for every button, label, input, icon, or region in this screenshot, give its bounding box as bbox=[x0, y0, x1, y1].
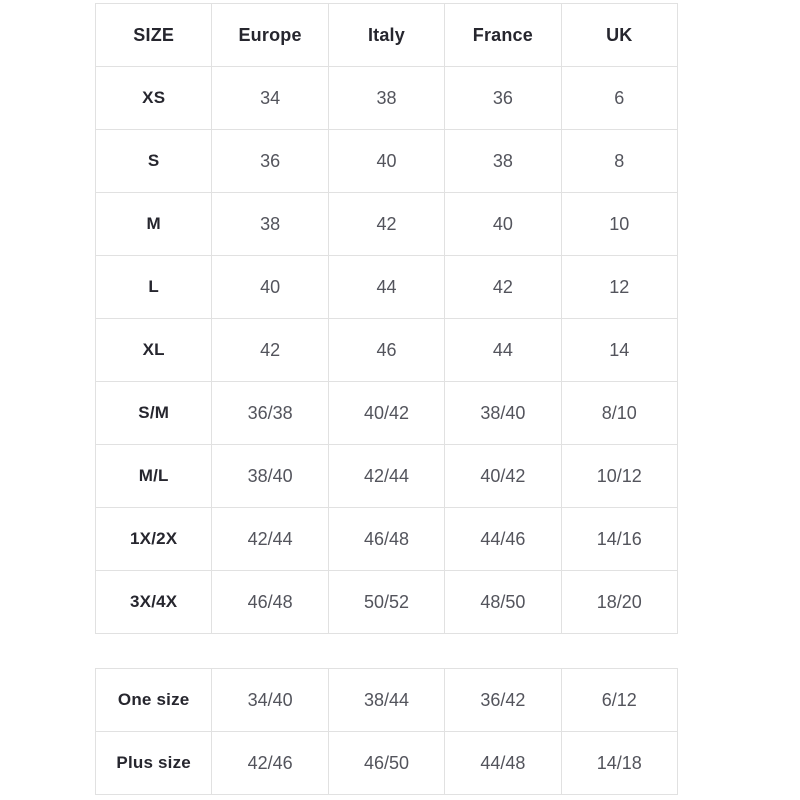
size-table-header: SIZE Europe Italy France UK bbox=[94, 3, 679, 67]
size-value-cell: 46/48 bbox=[211, 570, 329, 634]
size-label-cell: One size bbox=[94, 668, 213, 732]
column-header: UK bbox=[560, 3, 679, 67]
size-value-cell: 40/42 bbox=[327, 381, 446, 445]
size-value-cell: 50/52 bbox=[327, 570, 446, 634]
size-value-cell: 42/46 bbox=[211, 731, 329, 795]
size-value-cell: 48/50 bbox=[444, 570, 562, 634]
size-value-cell: 8 bbox=[560, 129, 679, 193]
size-value-cell: 14 bbox=[560, 318, 679, 382]
special-sizes-table: One size 34/40 38/44 36/42 6/12 Plus size 42/4… bbox=[94, 668, 679, 795]
size-value-cell: 10 bbox=[560, 192, 679, 256]
column-header: Italy bbox=[327, 3, 446, 67]
size-value-cell: 14/16 bbox=[560, 507, 679, 571]
size-value-cell: 44/46 bbox=[444, 507, 562, 571]
size-label-cell: 3X/4X bbox=[94, 570, 213, 634]
size-value-cell: 34/40 bbox=[211, 668, 329, 732]
size-value-cell: 10/12 bbox=[560, 444, 679, 508]
size-value-cell: 46/48 bbox=[327, 507, 446, 571]
table-row: L 40 44 42 12 bbox=[94, 255, 679, 319]
size-label-cell: XL bbox=[94, 318, 213, 382]
size-value-cell: 34 bbox=[211, 66, 329, 130]
size-value-cell: 12 bbox=[560, 255, 679, 319]
size-value-cell: 44/48 bbox=[444, 731, 562, 795]
size-value-cell: 36 bbox=[211, 129, 329, 193]
size-label-cell: Plus size bbox=[94, 731, 213, 795]
size-value-cell: 8/10 bbox=[560, 381, 679, 445]
size-value-cell: 46 bbox=[327, 318, 446, 382]
size-value-cell: 42/44 bbox=[211, 507, 329, 571]
size-value-cell: 38/44 bbox=[327, 668, 446, 732]
table-row: S 36 40 38 8 bbox=[94, 129, 679, 193]
size-value-cell: 44 bbox=[444, 318, 562, 382]
size-value-cell: 46/50 bbox=[327, 731, 446, 795]
size-label-cell: 1X/2X bbox=[94, 507, 213, 571]
size-value-cell: 38 bbox=[211, 192, 329, 256]
size-value-cell: 6 bbox=[560, 66, 679, 130]
size-label-cell: S/M bbox=[94, 381, 213, 445]
table-row: M 38 42 40 10 bbox=[94, 192, 679, 256]
size-value-cell: 36/42 bbox=[444, 668, 562, 732]
size-value-cell: 38/40 bbox=[444, 381, 562, 445]
size-value-cell: 40 bbox=[327, 129, 446, 193]
size-value-cell: 6/12 bbox=[560, 668, 679, 732]
header-row: SIZE Europe Italy France UK bbox=[94, 3, 679, 67]
table-row: One size 34/40 38/44 36/42 6/12 bbox=[94, 668, 679, 732]
size-value-cell: 40 bbox=[444, 192, 562, 256]
column-header: Europe bbox=[211, 3, 329, 67]
table-row: S/M 36/38 40/42 38/40 8/10 bbox=[94, 381, 679, 445]
table-row: 1X/2X 42/44 46/48 44/46 14/16 bbox=[94, 507, 679, 571]
table-row: M/L 38/40 42/44 40/42 10/12 bbox=[94, 444, 679, 508]
size-label-cell: L bbox=[94, 255, 213, 319]
size-label-cell: M bbox=[94, 192, 213, 256]
column-header: SIZE bbox=[94, 3, 213, 67]
size-label-cell: XS bbox=[94, 66, 213, 130]
size-value-cell: 42/44 bbox=[327, 444, 446, 508]
size-value-cell: 18/20 bbox=[560, 570, 679, 634]
table-row: XL 42 46 44 14 bbox=[94, 318, 679, 382]
table-row: Plus size 42/46 46/50 44/48 14/18 bbox=[94, 731, 679, 795]
size-value-cell: 44 bbox=[327, 255, 446, 319]
size-label-cell: S bbox=[94, 129, 213, 193]
size-value-cell: 40/42 bbox=[444, 444, 562, 508]
table-row: 3X/4X 46/48 50/52 48/50 18/20 bbox=[94, 570, 679, 634]
size-value-cell: 38 bbox=[327, 66, 446, 130]
size-value-cell: 38/40 bbox=[211, 444, 329, 508]
size-value-cell: 42 bbox=[211, 318, 329, 382]
size-conversion-table: SIZE Europe Italy France UK XS 34 38 36 6 S 36 40 38… bbox=[94, 3, 679, 634]
size-label-cell: M/L bbox=[94, 444, 213, 508]
size-value-cell: 14/18 bbox=[560, 731, 679, 795]
column-header: France bbox=[444, 3, 562, 67]
table-row: XS 34 38 36 6 bbox=[94, 66, 679, 130]
size-value-cell: 36 bbox=[444, 66, 562, 130]
size-value-cell: 40 bbox=[211, 255, 329, 319]
size-value-cell: 38 bbox=[444, 129, 562, 193]
size-value-cell: 42 bbox=[327, 192, 446, 256]
size-value-cell: 36/38 bbox=[211, 381, 329, 445]
table-gap bbox=[95, 634, 800, 668]
size-value-cell: 42 bbox=[444, 255, 562, 319]
